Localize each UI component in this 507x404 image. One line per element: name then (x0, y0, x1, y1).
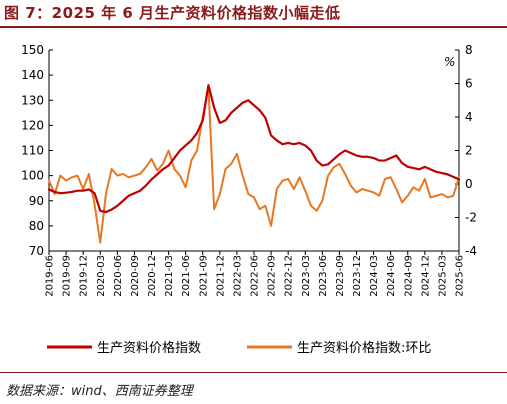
x-tick-label: 2021-06 (181, 255, 192, 297)
series-layer (47, 84, 461, 244)
y-right-tick-label: 4 (465, 110, 473, 124)
y-right-tick-label: 6 (465, 77, 473, 91)
x-tick-label: 2020-12 (147, 255, 158, 297)
x-tick-label: 2025-03 (437, 255, 448, 297)
x-tick-label: 2019-06 (45, 255, 56, 297)
source-note: 数据来源：wind、西南证券整理 (6, 384, 193, 399)
y-right-tick-label: 8 (465, 43, 473, 57)
x-tick-label: 2022-06 (250, 255, 261, 297)
line-chart: 70 80 90 100 110 120 130 140 150 -4 -2 0 2 4 6 8% 2019-… (21, 43, 477, 356)
x-tick-label: 2022-09 (267, 255, 278, 297)
x-tick-label: 2023-09 (335, 255, 346, 297)
y-left-tick-label: 120 (21, 118, 44, 132)
x-tick-label: 2019-12 (79, 255, 90, 297)
x-tick-label: 2022-03 (232, 255, 243, 297)
x-tick-label: 2023-12 (352, 255, 363, 297)
y-right-tick-label: -2 (465, 211, 477, 225)
y-left-tick-label: 150 (21, 43, 44, 57)
footer-rule (0, 372, 507, 373)
y-left-tick-label: 100 (21, 169, 44, 183)
y-left-tick-label: 80 (29, 219, 44, 233)
y-right-tick-label: -4 (465, 244, 477, 258)
x-tick-label: 2024-12 (420, 255, 431, 297)
series-line-mom (48, 85, 460, 244)
y-right-tick-label: 0 (465, 177, 473, 191)
chart-axes: 70 80 90 100 110 120 130 140 150 -4 -2 0 2 4 6 8% (21, 43, 477, 258)
x-tick-label: 2024-09 (403, 255, 414, 297)
x-tick-label: 2024-03 (369, 255, 380, 297)
x-tick-label: 2021-09 (198, 255, 209, 297)
chart-title: 图 7：2025 年 6 月生产资料价格指数小幅走低 (4, 4, 341, 22)
x-tick-label: 2020-03 (96, 255, 107, 297)
legend-label-mom: 生产资料价格指数:环比 (297, 340, 431, 356)
x-tick-labels: 2019-06 2019-09 2019-12 2020-03 2020-06 2020-… (45, 255, 466, 297)
x-tick-label: 2023-06 (318, 255, 329, 297)
series-line-price-index (47, 84, 461, 214)
y-left-tick-label: 90 (29, 194, 44, 208)
x-tick-label: 2021-03 (164, 255, 175, 297)
x-tick-label: 2021-12 (215, 255, 226, 297)
legend-label-price-index: 生产资料价格指数 (97, 340, 201, 356)
y-left-tick-label: 130 (21, 93, 44, 107)
title-rule (0, 26, 507, 28)
y-left-tick-label: 140 (21, 68, 44, 82)
x-tick-label: 2022-12 (284, 255, 295, 297)
x-tick-label: 2019-09 (62, 255, 73, 297)
y-left-tick-label: 70 (29, 244, 44, 258)
x-tick-label: 2020-06 (113, 255, 124, 297)
x-tick-label: 2020-09 (130, 255, 141, 297)
y-left-tick-label: 110 (21, 144, 44, 158)
x-tick-label: 2025-06 (455, 255, 466, 297)
chart-legend: 生产资料价格指数 生产资料价格指数:环比 (47, 340, 431, 356)
x-tick-label: 2024-06 (386, 255, 397, 297)
x-tick-label: 2023-03 (301, 255, 312, 297)
y-right-unit: % (444, 55, 455, 69)
y-right-tick-label: 2 (465, 144, 473, 158)
